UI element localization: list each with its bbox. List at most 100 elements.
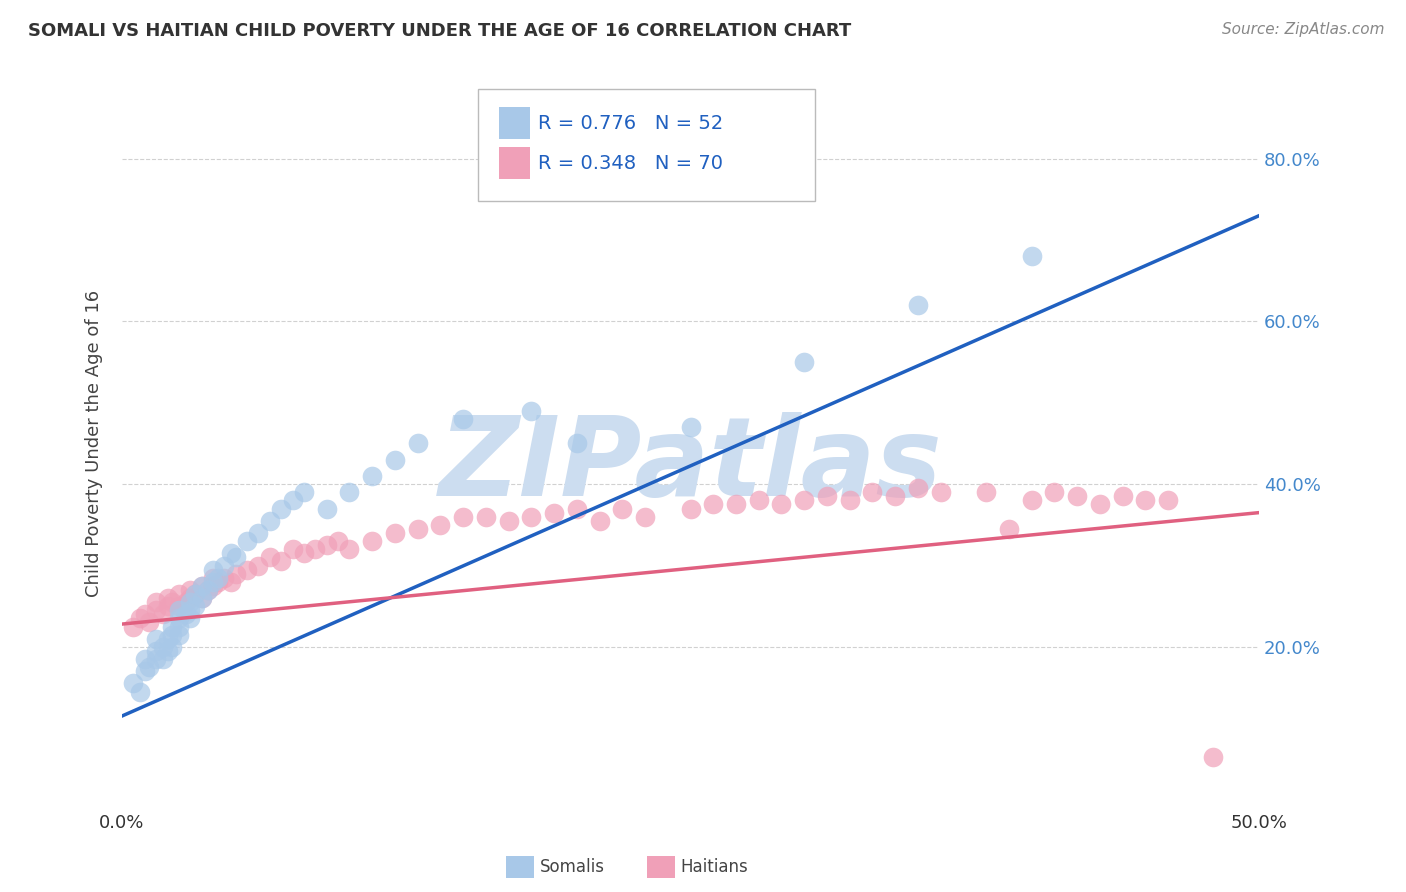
Point bbox=[156, 632, 179, 646]
Point bbox=[134, 607, 156, 622]
Point bbox=[520, 509, 543, 524]
Point bbox=[184, 599, 207, 614]
Point bbox=[451, 412, 474, 426]
Point bbox=[451, 509, 474, 524]
Point bbox=[225, 550, 247, 565]
Text: R = 0.348   N = 70: R = 0.348 N = 70 bbox=[538, 153, 724, 173]
Point bbox=[565, 501, 588, 516]
Point bbox=[236, 534, 259, 549]
Point bbox=[138, 660, 160, 674]
Point bbox=[156, 599, 179, 614]
Point bbox=[160, 640, 183, 654]
Point bbox=[145, 595, 167, 609]
Point bbox=[207, 574, 229, 589]
Point bbox=[815, 489, 838, 503]
Point bbox=[219, 574, 242, 589]
Point bbox=[184, 587, 207, 601]
Point bbox=[406, 436, 429, 450]
Point bbox=[197, 582, 219, 597]
Point bbox=[145, 644, 167, 658]
Text: Haitians: Haitians bbox=[681, 858, 748, 876]
Point bbox=[281, 493, 304, 508]
Point bbox=[1088, 498, 1111, 512]
Point bbox=[184, 587, 207, 601]
Point bbox=[1043, 485, 1066, 500]
Point bbox=[588, 514, 610, 528]
Point bbox=[145, 652, 167, 666]
Point bbox=[129, 684, 152, 698]
Point bbox=[219, 546, 242, 560]
Point bbox=[179, 591, 201, 605]
Point bbox=[748, 493, 770, 508]
Point bbox=[152, 652, 174, 666]
Point bbox=[270, 501, 292, 516]
Point bbox=[174, 595, 197, 609]
Point bbox=[167, 599, 190, 614]
Point bbox=[201, 579, 224, 593]
Point bbox=[384, 452, 406, 467]
Point bbox=[361, 469, 384, 483]
Point bbox=[634, 509, 657, 524]
Point bbox=[384, 525, 406, 540]
Point bbox=[406, 522, 429, 536]
Point bbox=[134, 665, 156, 679]
Text: SOMALI VS HAITIAN CHILD POVERTY UNDER THE AGE OF 16 CORRELATION CHART: SOMALI VS HAITIAN CHILD POVERTY UNDER TH… bbox=[28, 22, 852, 40]
Point bbox=[520, 404, 543, 418]
Point bbox=[129, 611, 152, 625]
Point bbox=[565, 436, 588, 450]
Point bbox=[281, 542, 304, 557]
Point bbox=[793, 493, 815, 508]
Text: Source: ZipAtlas.com: Source: ZipAtlas.com bbox=[1222, 22, 1385, 37]
Point bbox=[361, 534, 384, 549]
Point bbox=[160, 619, 183, 633]
Point bbox=[929, 485, 952, 500]
Point bbox=[259, 514, 281, 528]
Point bbox=[214, 558, 236, 573]
Point bbox=[167, 619, 190, 633]
Point bbox=[167, 603, 190, 617]
Point bbox=[793, 355, 815, 369]
Point bbox=[475, 509, 498, 524]
Point bbox=[190, 591, 212, 605]
Y-axis label: Child Poverty Under the Age of 16: Child Poverty Under the Age of 16 bbox=[86, 290, 103, 597]
Point bbox=[138, 615, 160, 630]
Point bbox=[326, 534, 349, 549]
Point bbox=[156, 591, 179, 605]
Point bbox=[179, 603, 201, 617]
Point bbox=[292, 546, 315, 560]
Text: Somalis: Somalis bbox=[540, 858, 605, 876]
Point bbox=[770, 498, 793, 512]
Point bbox=[679, 420, 702, 434]
Point bbox=[247, 525, 270, 540]
Point bbox=[1157, 493, 1180, 508]
Point bbox=[679, 501, 702, 516]
Point bbox=[498, 514, 520, 528]
Point bbox=[974, 485, 997, 500]
Point bbox=[156, 644, 179, 658]
Point bbox=[1111, 489, 1133, 503]
Point bbox=[201, 563, 224, 577]
Point bbox=[315, 501, 337, 516]
Point bbox=[304, 542, 326, 557]
Point bbox=[179, 611, 201, 625]
Point bbox=[724, 498, 747, 512]
Point bbox=[702, 498, 724, 512]
Point bbox=[160, 595, 183, 609]
Point bbox=[292, 485, 315, 500]
Point bbox=[179, 595, 201, 609]
Point bbox=[907, 298, 929, 312]
Point bbox=[152, 640, 174, 654]
Point bbox=[190, 579, 212, 593]
Point bbox=[1021, 249, 1043, 263]
Point bbox=[884, 489, 907, 503]
Point bbox=[201, 574, 224, 589]
Point bbox=[315, 538, 337, 552]
Point bbox=[167, 611, 190, 625]
Point bbox=[270, 554, 292, 568]
Point bbox=[1202, 749, 1225, 764]
Point bbox=[339, 485, 361, 500]
Text: ZIPatlas: ZIPatlas bbox=[439, 412, 942, 519]
Point bbox=[152, 607, 174, 622]
Point bbox=[838, 493, 860, 508]
Point bbox=[145, 603, 167, 617]
